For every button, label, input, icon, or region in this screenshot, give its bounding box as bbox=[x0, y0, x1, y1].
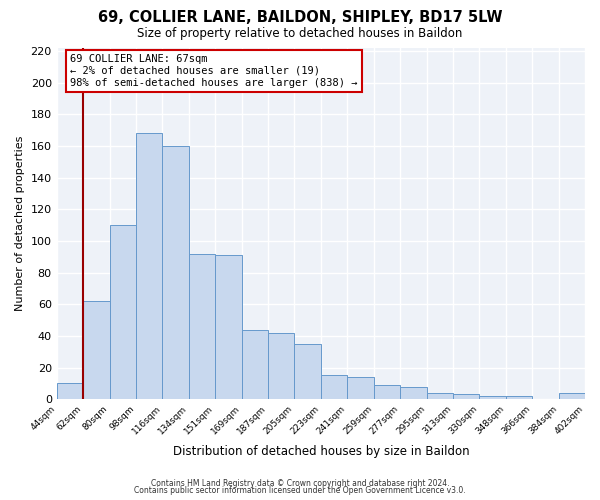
Bar bbox=[400, 386, 427, 399]
Bar bbox=[321, 376, 347, 399]
Text: Size of property relative to detached houses in Baildon: Size of property relative to detached ho… bbox=[137, 28, 463, 40]
Bar bbox=[374, 385, 400, 399]
Bar bbox=[559, 393, 585, 399]
Bar bbox=[506, 396, 532, 399]
Bar bbox=[479, 396, 506, 399]
Text: Contains public sector information licensed under the Open Government Licence v3: Contains public sector information licen… bbox=[134, 486, 466, 495]
Bar bbox=[110, 225, 136, 399]
Bar bbox=[83, 301, 110, 399]
X-axis label: Distribution of detached houses by size in Baildon: Distribution of detached houses by size … bbox=[173, 444, 469, 458]
Bar bbox=[295, 344, 321, 399]
Bar bbox=[453, 394, 479, 399]
Bar bbox=[136, 134, 163, 399]
Bar bbox=[347, 377, 374, 399]
Bar bbox=[56, 384, 83, 399]
Bar bbox=[427, 393, 453, 399]
Bar bbox=[163, 146, 189, 399]
Text: 69 COLLIER LANE: 67sqm
← 2% of detached houses are smaller (19)
98% of semi-deta: 69 COLLIER LANE: 67sqm ← 2% of detached … bbox=[70, 54, 358, 88]
Text: Contains HM Land Registry data © Crown copyright and database right 2024.: Contains HM Land Registry data © Crown c… bbox=[151, 478, 449, 488]
Y-axis label: Number of detached properties: Number of detached properties bbox=[15, 136, 25, 312]
Bar bbox=[268, 333, 295, 399]
Bar bbox=[215, 256, 242, 399]
Bar bbox=[242, 330, 268, 399]
Text: 69, COLLIER LANE, BAILDON, SHIPLEY, BD17 5LW: 69, COLLIER LANE, BAILDON, SHIPLEY, BD17… bbox=[98, 10, 502, 25]
Bar bbox=[189, 254, 215, 399]
